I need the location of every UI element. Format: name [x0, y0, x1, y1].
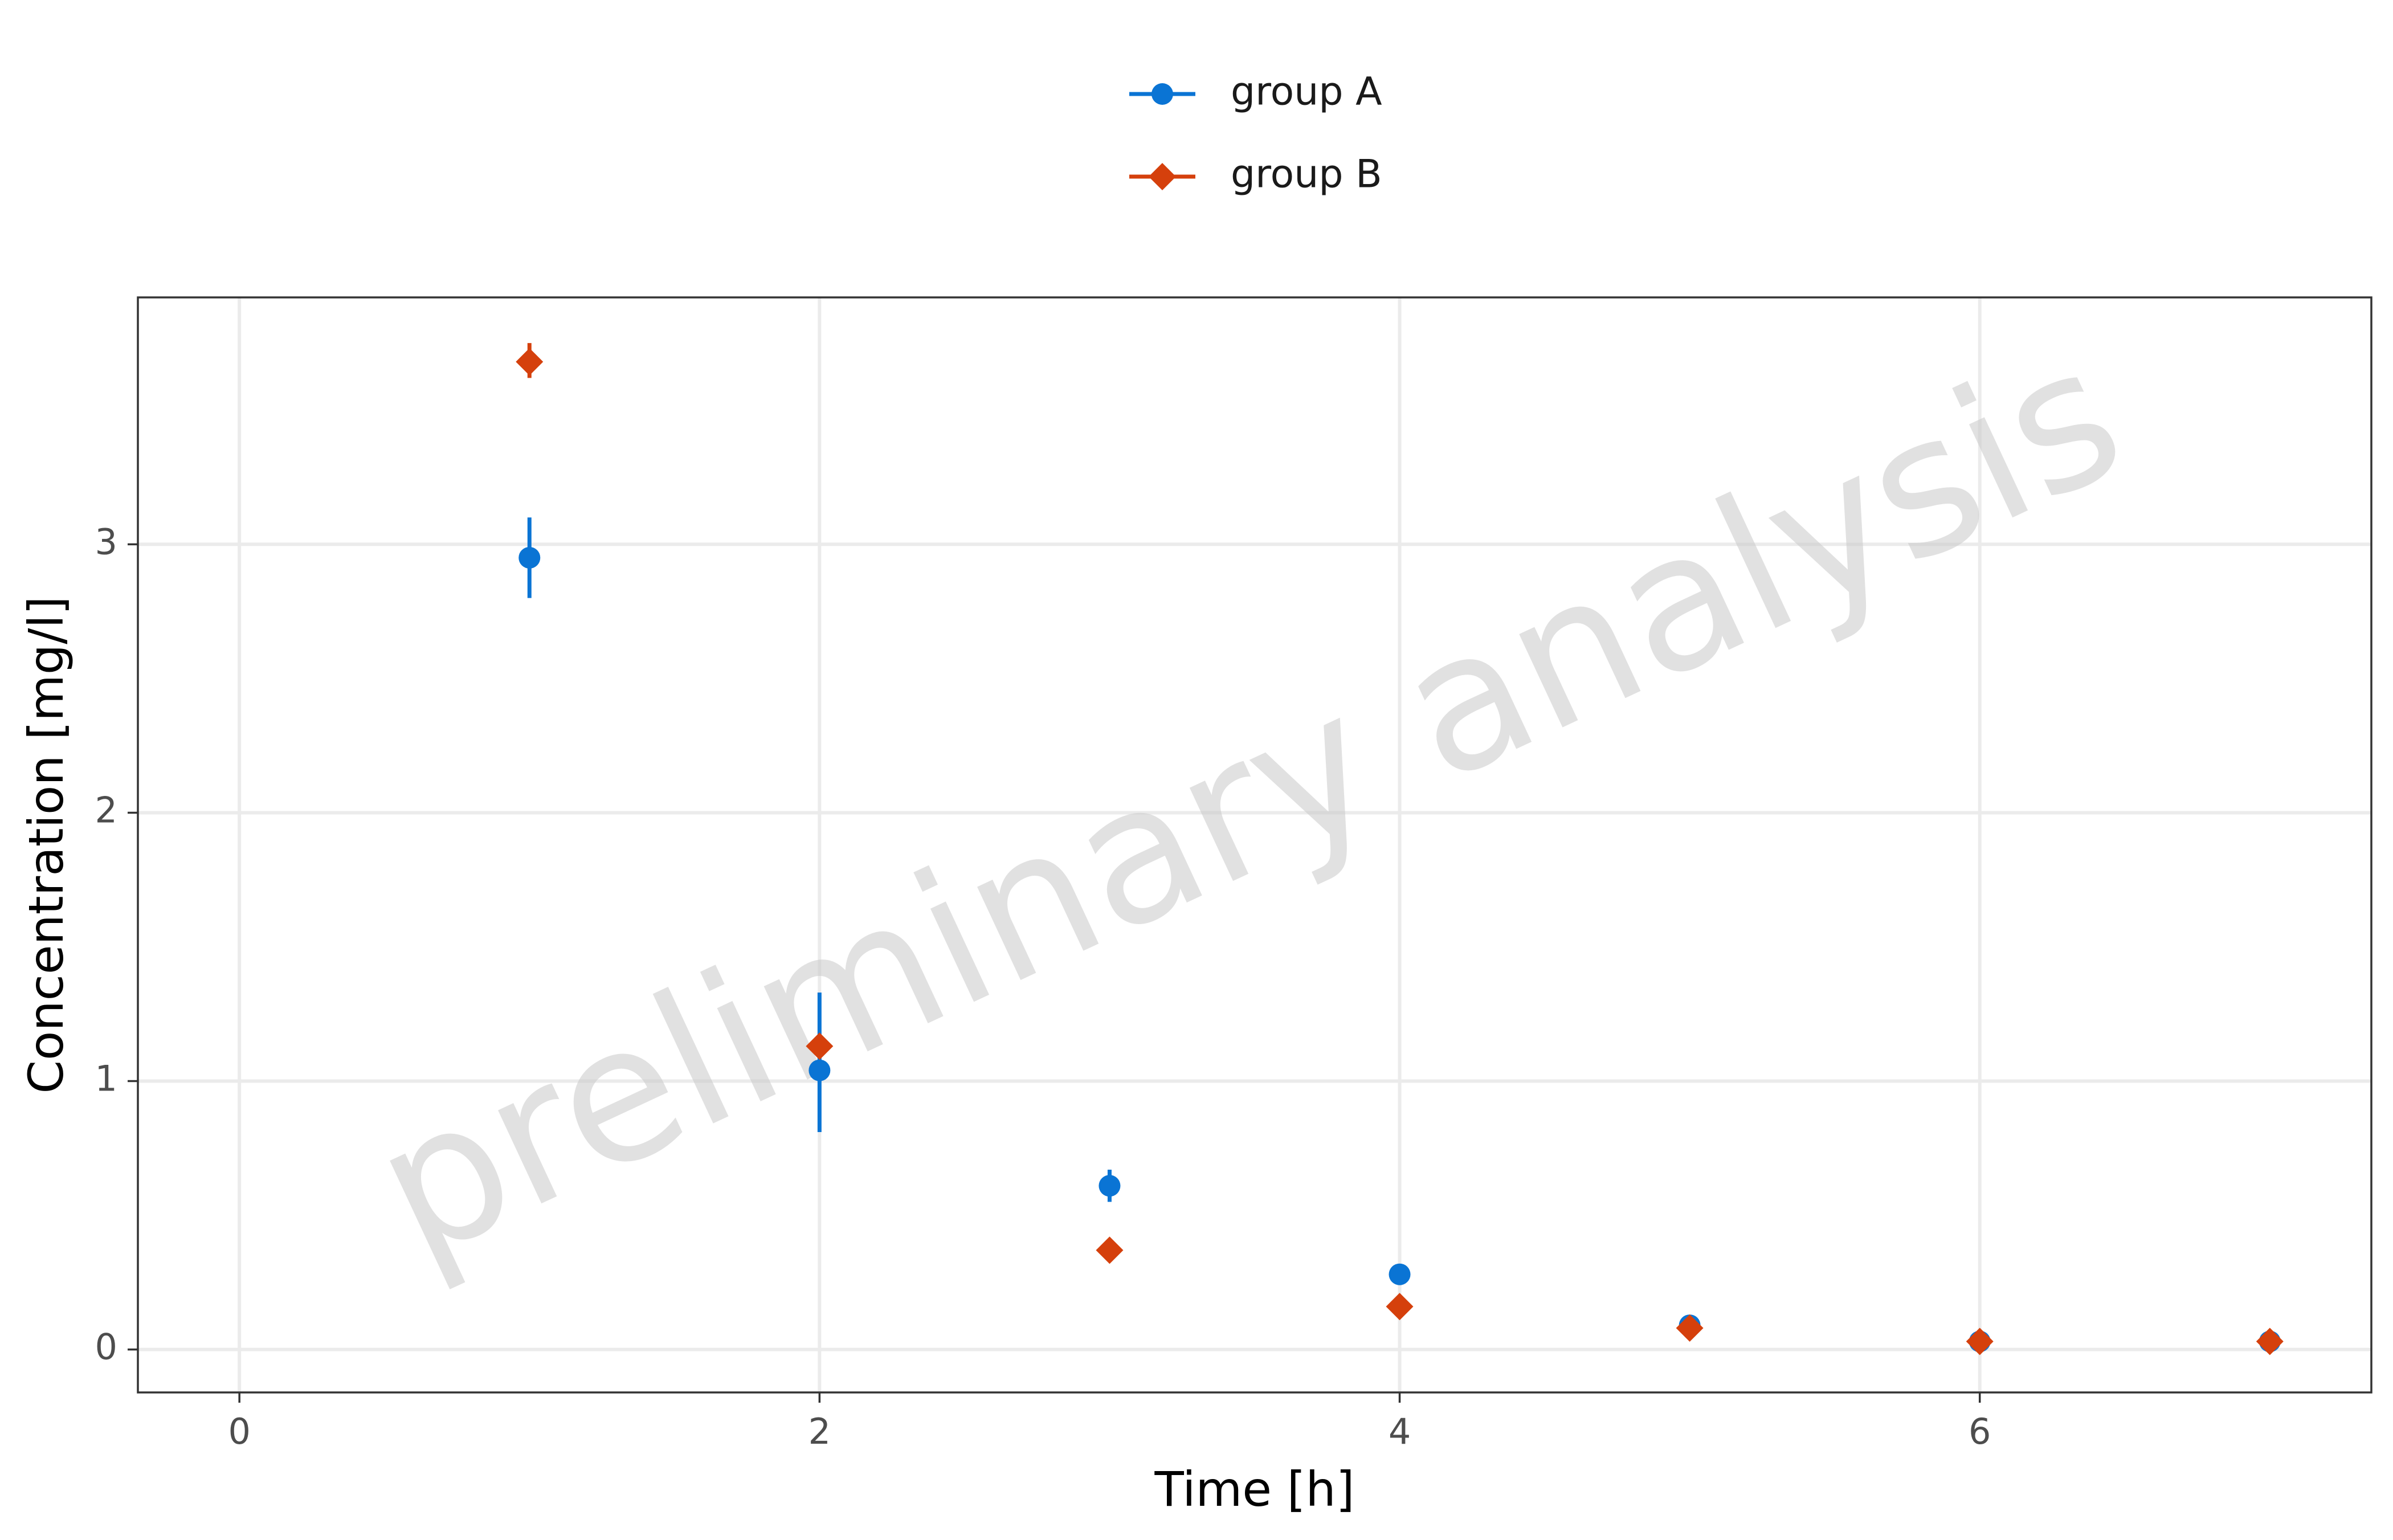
- y-tick-label: 1: [95, 1058, 117, 1100]
- data-point: [1389, 1263, 1411, 1285]
- grid: [138, 297, 2371, 1392]
- x-axis: 0 2 4 6: [228, 1392, 1991, 1452]
- y-axis: 0 1 2 3: [95, 521, 138, 1368]
- data-point: [1096, 1236, 1124, 1264]
- x-tick-label: 4: [1389, 1411, 1411, 1452]
- x-axis-title: Time [h]: [1154, 1461, 1354, 1517]
- data-marks: [516, 343, 2284, 1355]
- legend: group A group B: [1129, 70, 1382, 197]
- y-tick-label: 2: [95, 790, 117, 831]
- data-point: [806, 1032, 834, 1060]
- data-point: [1966, 1327, 1994, 1355]
- data-point: [516, 348, 544, 376]
- legend-label: group B: [1231, 152, 1382, 197]
- x-tick-label: 0: [228, 1411, 250, 1452]
- data-point: [518, 546, 541, 569]
- legend-marker: [1151, 83, 1173, 105]
- data-point: [1386, 1293, 1414, 1321]
- legend-marker: [1149, 163, 1176, 190]
- y-tick-label: 0: [95, 1326, 117, 1368]
- legend-item: group B: [1129, 152, 1382, 197]
- legend-item: group A: [1129, 70, 1382, 115]
- data-point: [1676, 1314, 1704, 1342]
- data-point: [1099, 1175, 1121, 1197]
- y-tick-label: 3: [95, 521, 117, 562]
- plot-border: [137, 296, 2372, 1394]
- data-point: [808, 1059, 831, 1081]
- y-axis-title: Concentration [mg/l]: [18, 596, 74, 1093]
- data-point: [2256, 1327, 2284, 1355]
- plot-background: [138, 297, 2371, 1392]
- x-tick-label: 2: [808, 1411, 831, 1452]
- x-tick-label: 6: [1969, 1411, 1991, 1452]
- series-group-b: [516, 343, 2284, 1355]
- legend-label: group A: [1231, 70, 1382, 115]
